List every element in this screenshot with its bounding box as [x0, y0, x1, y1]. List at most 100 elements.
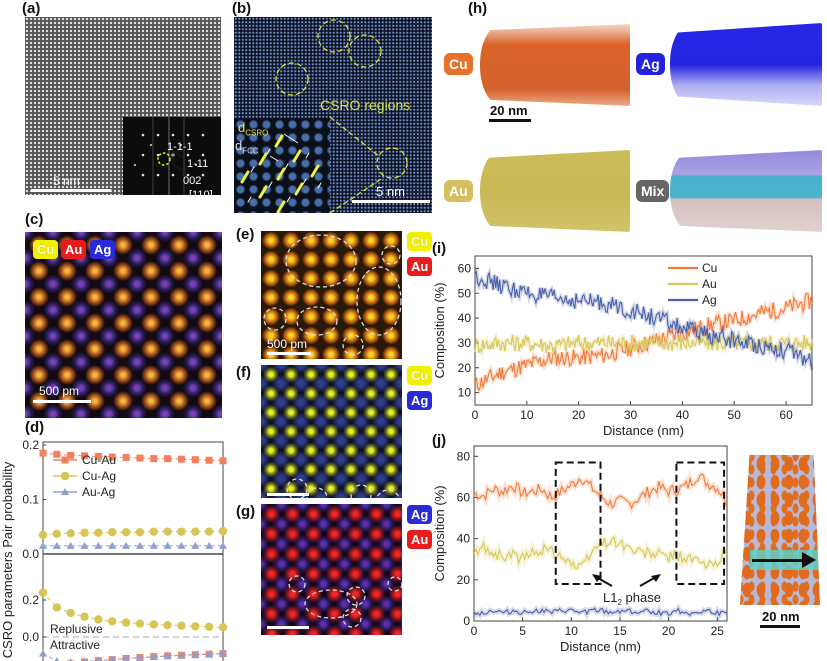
y-tick-label: 20 [458, 361, 472, 375]
apt-map-ag [670, 23, 822, 106]
data-marker-triangle [149, 652, 158, 660]
y-tick-label: 10 [458, 386, 472, 400]
y-tick-label: 80 [457, 449, 471, 463]
scale-bar [267, 493, 309, 496]
arrow-head-icon [651, 574, 661, 582]
element-tag-ag: Ag [636, 53, 665, 75]
scale-bar-label: 5 nm [53, 174, 80, 188]
l12-phase-highlight-box [554, 461, 602, 585]
data-marker-circle [191, 622, 200, 631]
scale-bar-label: 20 nm [762, 609, 800, 624]
scale-bar-label: 500 pm [267, 337, 308, 351]
eds-map-cu-ag [261, 365, 402, 498]
data-marker-square [39, 449, 47, 457]
series-line-ag [474, 270, 813, 371]
fft-label-1-11: 1-11 [187, 158, 209, 170]
data-marker-square [81, 452, 89, 460]
y-tick-label: 0.2 [22, 593, 39, 607]
x-tick-label: 15 [613, 624, 627, 638]
data-marker-triangle [95, 656, 101, 661]
data-marker-circle [204, 622, 214, 632]
fft-pattern [134, 117, 205, 195]
data-marker-circle [38, 588, 48, 597]
apt-map-au [480, 150, 630, 232]
x-tick-label: 10 [565, 624, 579, 638]
y-tick-label: 60 [457, 490, 471, 504]
y-axis-label: Composition (%) [432, 485, 447, 581]
csro-zoom-inset: dCSRO dFCC [234, 118, 330, 213]
data-marker-square [150, 455, 158, 463]
y-tick-label: 20 [457, 573, 471, 587]
y-axis-label: CSRO parameters Pair probability [0, 461, 15, 658]
data-marker-square [61, 456, 69, 464]
data-marker-triangle [163, 541, 172, 549]
data-marker-circle [121, 618, 131, 627]
data-marker-circle [163, 527, 172, 536]
data-marker-triangle [80, 541, 89, 549]
arrow-head-icon [802, 552, 816, 568]
csro-stem-image: CSRO regions dCSRO dFCC 5 nm [234, 17, 432, 213]
annotation-repulsive: Replusive [50, 622, 103, 636]
apt-map-mix [670, 150, 822, 232]
data-marker-circle [191, 527, 200, 536]
data-marker-triangle [191, 650, 200, 658]
x-tick-label: 20 [662, 624, 676, 638]
annotation-main: L1 [603, 590, 617, 605]
element-tag-au: Au [444, 180, 473, 202]
panel-label-a: (a) [22, 0, 41, 17]
series-line-au [473, 536, 728, 570]
panel-label-f: (f) [236, 364, 251, 381]
data-marker-triangle [135, 653, 144, 661]
data-marker-triangle [149, 541, 158, 549]
d-fcc-subscript: FCC [242, 146, 259, 156]
data-marker-circle [135, 528, 145, 537]
scale-bar-label: 5 nm [376, 184, 405, 199]
data-marker-circle [177, 621, 186, 630]
element-tag-ag: Ag [407, 391, 433, 410]
fft-inset: 1-1-1 1-11 002 [110] [123, 117, 221, 195]
atomic-plane-markers [240, 133, 322, 213]
series-line-ag [473, 607, 728, 617]
scale-bar [31, 189, 111, 192]
data-marker-circle [177, 527, 186, 536]
y-tick-label: 50 [458, 286, 472, 300]
x-tick-label: 40 [676, 408, 690, 422]
fft-label-1-1-1: 1-1-1 [167, 141, 193, 153]
data-marker-circle [163, 620, 172, 630]
panel-label-g: (g) [236, 503, 256, 520]
data-marker-circle [80, 528, 89, 537]
zone-axis-label: [110] [189, 189, 213, 195]
haadf-stem-image: 1-1-1 1-11 002 [110] 5 nm [25, 17, 221, 195]
scale-bar-label: 20 nm [490, 103, 528, 118]
data-marker-triangle [68, 657, 73, 661]
apt-tip-isosurface [740, 455, 820, 605]
y-tick-label: 0.0 [22, 630, 39, 644]
data-marker-circle [60, 471, 70, 481]
element-tag-mix: Mix [636, 180, 670, 202]
scale-bar [267, 352, 311, 355]
data-marker-triangle [122, 541, 131, 549]
annotation-rest: phase [622, 590, 661, 605]
data-marker-circle [121, 528, 131, 537]
data-marker-square [67, 451, 75, 459]
data-marker-circle [52, 603, 62, 612]
plot-frame [42, 441, 224, 661]
data-marker-circle [204, 527, 214, 536]
scale-bar [33, 400, 91, 403]
data-marker-triangle [219, 649, 227, 657]
y-tick-label: 40 [457, 532, 471, 546]
fft-label-002: 002 [183, 175, 202, 187]
d-fcc-label: dFCC [235, 138, 259, 156]
data-marker-circle [149, 527, 158, 536]
data-marker-square [136, 454, 144, 462]
data-marker-triangle [54, 657, 60, 661]
element-tag-au: Au [61, 240, 87, 259]
csro-series-line [42, 653, 224, 661]
apt-map-cu [480, 24, 630, 106]
csro-chart: 0.00.10.2−0.20.00.2800120016002000Temper… [0, 438, 228, 661]
data-marker-triangle [177, 541, 186, 549]
scale-bar [760, 625, 800, 628]
scale-bar [352, 200, 430, 203]
x-tick-label: 20 [572, 408, 586, 422]
